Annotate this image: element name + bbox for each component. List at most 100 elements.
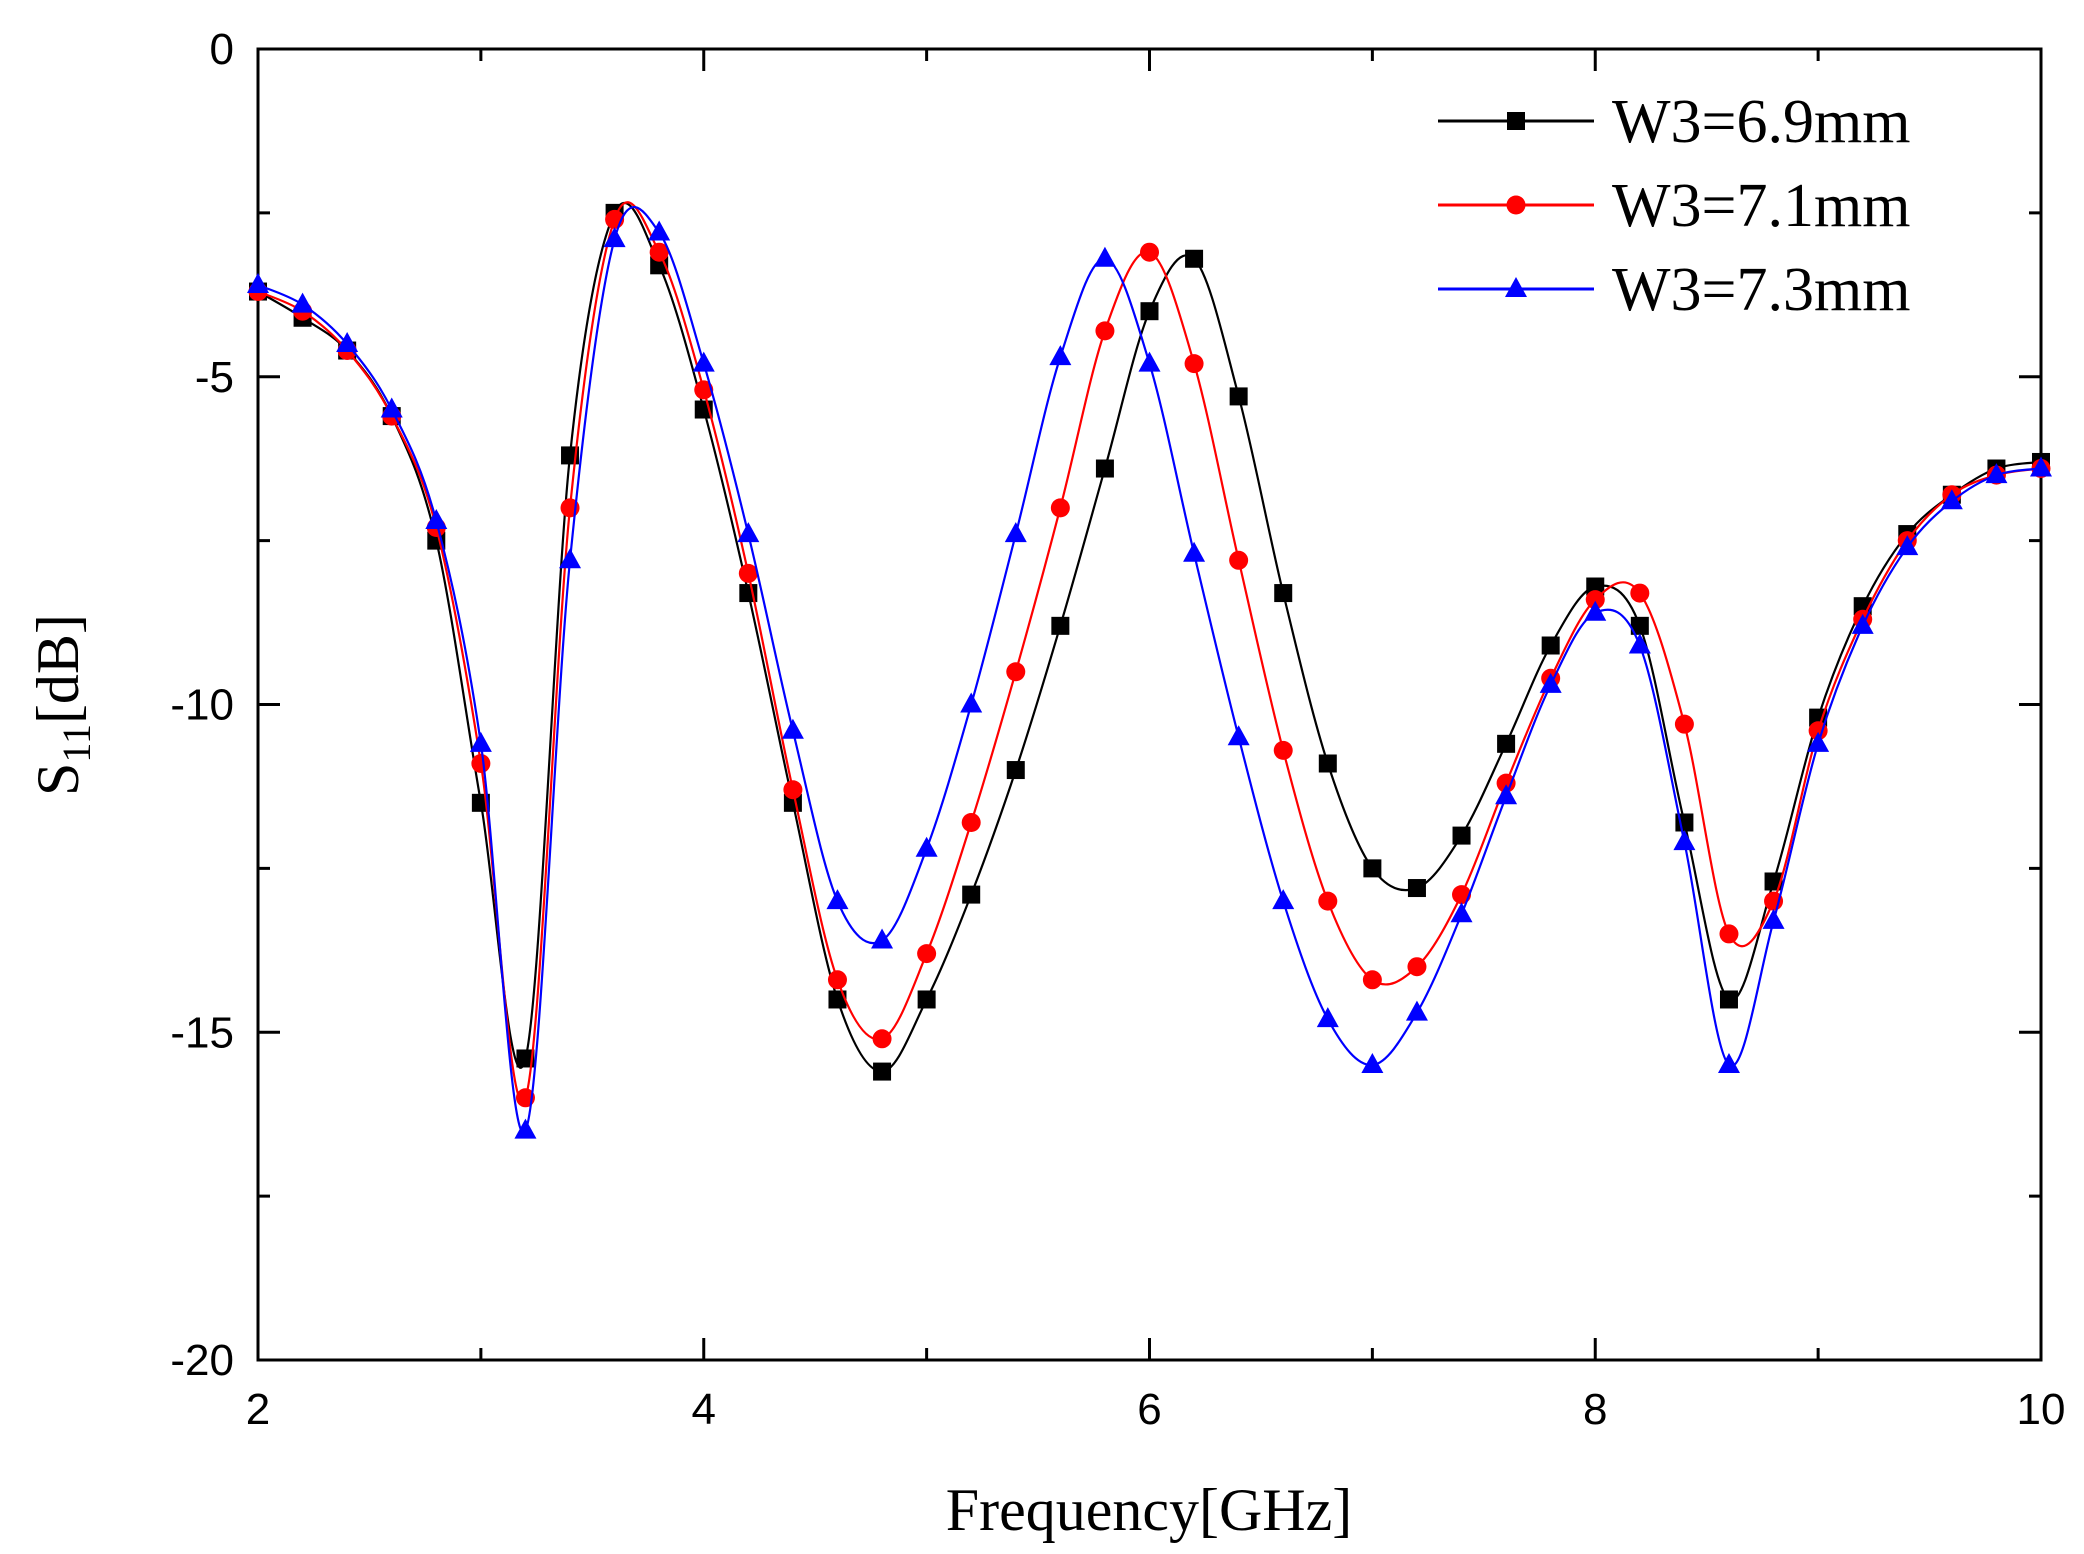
data-point [1140,242,1159,262]
data-point [1496,773,1516,793]
data-point [1138,351,1161,372]
data-point [1227,725,1250,746]
data-point [471,753,491,773]
y-axis-title: S11[dB] [25,614,99,796]
y-axis-title-unit: [dB] [25,614,91,724]
data-point [1274,584,1293,603]
data-point [1093,246,1116,267]
data-point [1452,826,1471,845]
x-tick-label: 10 [2017,1385,2066,1434]
y-axis-title-main: S [25,763,91,796]
data-point [1049,345,1072,366]
legend-label: W3=6.9mm [1612,88,1910,156]
x-axis-title: Frequency[GHz] [946,1477,1353,1543]
data-point [781,718,804,739]
data-point [336,331,359,352]
data-point [1318,754,1337,773]
data-point [1185,249,1204,268]
data-point [1497,734,1516,753]
data-point [1809,708,1828,727]
data-point [1584,600,1607,621]
data-point [1316,1007,1339,1028]
data-point [425,508,448,529]
legend: W3=6.9mm W3=7.1mm W3=7.3mm [1438,88,1910,324]
data-point [737,522,760,543]
data-point [960,692,983,713]
series-square [249,202,2050,1081]
data-point [291,292,314,313]
data-point [1405,1000,1428,1021]
data-point [1586,577,1605,596]
x-tick-label: 6 [1137,1385,1161,1434]
data-point [1361,1053,1384,1074]
data-point [1630,583,1650,603]
data-point [1762,908,1785,929]
data-point [827,970,847,990]
data-point [872,1029,892,1049]
series-layer [247,201,2052,1139]
y-tick-label: -20 [170,1336,234,1385]
legend-marker [1507,112,1525,130]
x-tick-label: 4 [692,1385,716,1434]
data-point [1628,633,1651,654]
data-point [962,885,981,904]
data-point [1717,1053,1740,1074]
data-point [692,351,715,372]
data-point [1363,859,1382,878]
data-point [1050,498,1070,518]
data-point [1229,550,1249,570]
data-point [1541,636,1560,655]
data-point [516,1049,535,1068]
data-point [1630,616,1649,635]
legend-label: W3=7.3mm [1612,256,1910,324]
data-point [1719,990,1738,1009]
data-point [871,928,894,949]
data-point [1229,387,1248,406]
data-point [1095,459,1114,478]
data-point [1985,463,2008,484]
y-tick-label: -5 [195,353,234,402]
data-point [603,227,626,248]
data-point [469,731,492,752]
data-point [1585,590,1605,610]
data-point [1095,321,1115,341]
data-point [649,242,669,262]
data-point [873,1062,892,1081]
data-point [915,836,938,857]
data-point [1362,970,1382,990]
data-point [380,397,403,418]
data-point [1004,522,1027,543]
x-tick-label: 2 [246,1385,270,1434]
data-point [1674,714,1694,734]
data-point [559,548,582,569]
series-line [257,206,2042,1134]
legend-marker [1505,277,1527,297]
x-tick-label: 8 [1583,1385,1607,1434]
y-tick-label: 0 [210,25,234,74]
data-point [828,990,847,1009]
legend-label: W3=7.1mm [1612,172,1910,240]
data-point [917,944,937,964]
data-point [1452,885,1472,905]
y-axis-title-subscript: 11 [54,724,99,763]
series-circle [248,201,2051,1108]
data-point [961,812,981,832]
data-point [1272,889,1295,910]
data-point [514,1118,537,1139]
data-point [826,889,849,910]
data-point [783,780,803,800]
data-point [1140,302,1159,321]
data-point [1896,535,1919,556]
data-point [247,272,269,293]
axes-layer: 2 4 6 8 10 0 -5 -10 -15 -20 [170,25,2065,1434]
data-point [1184,354,1204,374]
legend-marker [1506,195,1526,215]
data-point [738,563,758,583]
data-point [1450,902,1473,923]
data-point [648,220,671,241]
data-point [1673,830,1696,851]
data-point [1940,489,1963,510]
data-point [1807,731,1830,752]
